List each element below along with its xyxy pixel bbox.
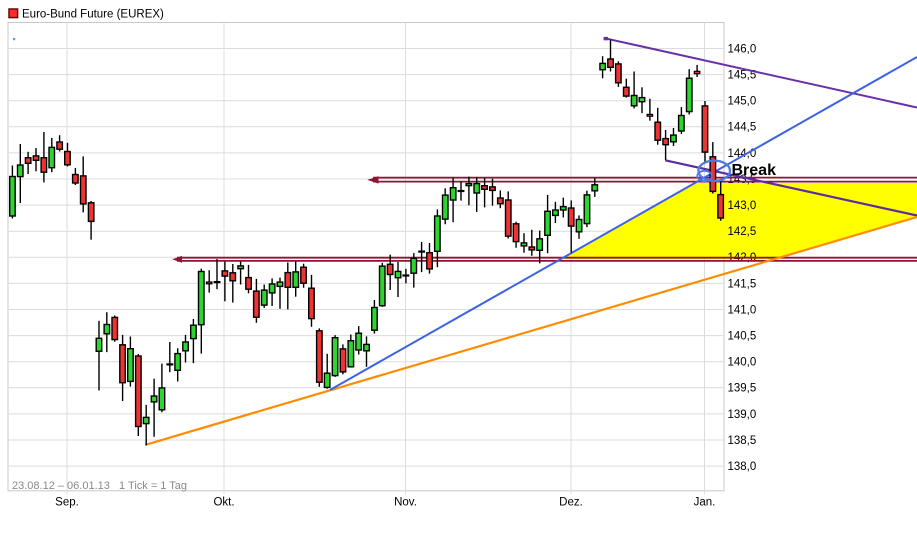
svg-text:Sep.: Sep. (55, 497, 79, 509)
svg-text:Dez.: Dez. (559, 497, 583, 509)
svg-text:Nov.: Nov. (394, 497, 417, 509)
svg-text:141,5: 141,5 (728, 278, 757, 290)
svg-text:23.08.12 – 06.01.13 1 Tick =: 23.08.12 – 06.01.13 1 Tick = 1 Tag (12, 480, 187, 492)
svg-text:Euro-Bund Future (EUREX): Euro-Bund Future (EUREX) (22, 9, 164, 21)
svg-text:Break: Break (732, 162, 777, 179)
svg-text:143,0: 143,0 (728, 200, 757, 212)
svg-text:141,0: 141,0 (728, 304, 757, 316)
svg-text:139,0: 139,0 (728, 409, 757, 421)
svg-text:Jan.: Jan. (694, 497, 716, 509)
svg-text:145,5: 145,5 (728, 70, 757, 82)
svg-text:139,5: 139,5 (728, 383, 757, 395)
svg-text:140,0: 140,0 (728, 357, 757, 369)
svg-text:145,0: 145,0 (728, 96, 757, 108)
svg-text:144,5: 144,5 (728, 122, 757, 134)
svg-text:144,0: 144,0 (728, 148, 757, 160)
svg-text:140,5: 140,5 (728, 331, 757, 343)
svg-text:142,5: 142,5 (728, 226, 757, 238)
svg-text:146,0: 146,0 (728, 43, 757, 55)
svg-text:138,5: 138,5 (728, 435, 757, 447)
svg-text:Okt.: Okt. (213, 497, 234, 509)
svg-text:138,0: 138,0 (728, 461, 757, 473)
